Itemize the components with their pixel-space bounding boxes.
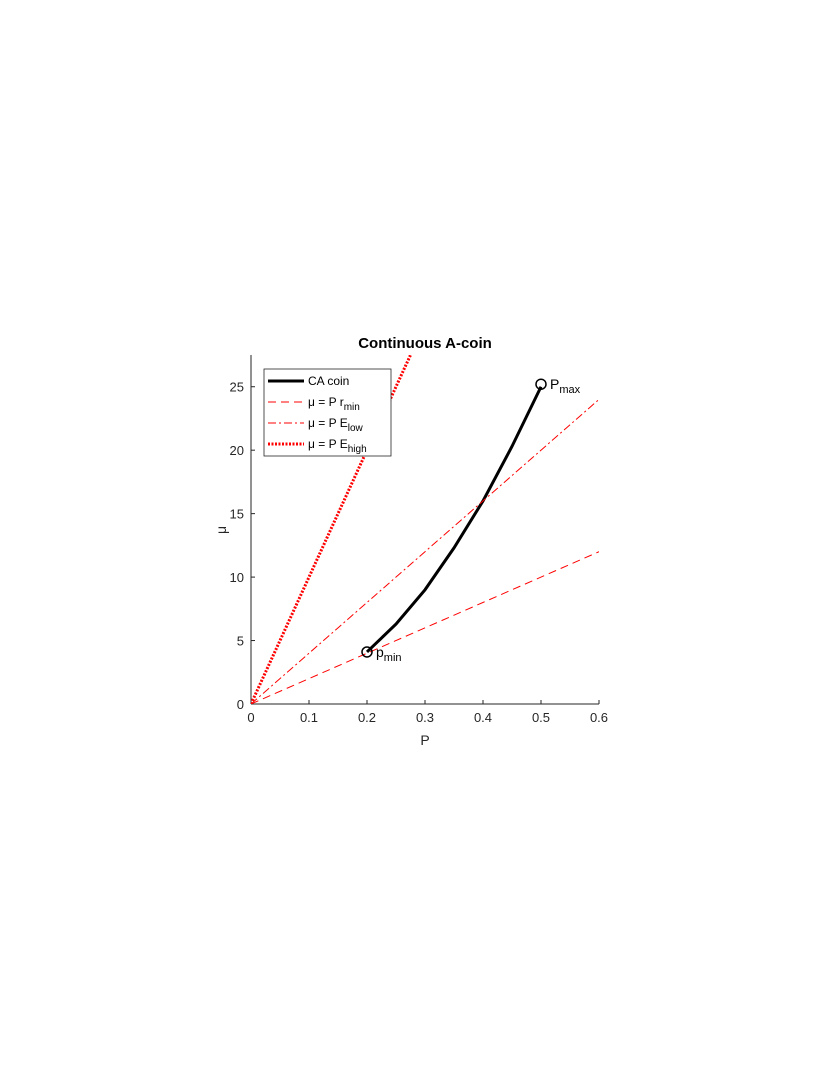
marker [361, 646, 373, 658]
legend-label-sub: low [348, 423, 364, 434]
legend-label: CA coin [308, 374, 349, 388]
legend-label-sub: min [344, 402, 360, 413]
marker-label-main: P [550, 376, 559, 392]
legend-label: μ = P Ehigh [308, 437, 367, 455]
y-tick-label: 15 [230, 507, 244, 522]
x-tick-label: 0.4 [474, 710, 492, 725]
marker-label: Pmax [550, 376, 581, 396]
y-axis-label: μ [213, 526, 229, 534]
chart-title: Continuous A-coin [358, 335, 492, 352]
marker-label: pmin [376, 644, 402, 664]
y-tick-label: 5 [237, 634, 244, 649]
legend-label-main: μ = P E [308, 437, 348, 451]
x-axis-label: P [420, 732, 429, 748]
x-tick-label: 0.3 [416, 710, 434, 725]
legend-box [263, 368, 392, 457]
legend-label-sub: high [348, 444, 367, 455]
marker [535, 378, 547, 390]
x-tick-label: 0.6 [590, 710, 608, 725]
series-line [251, 399, 599, 704]
y-tick-label: 0 [237, 697, 244, 712]
marker-label-sub: max [559, 384, 580, 396]
x-tick-label: 0.1 [300, 710, 318, 725]
y-tick-label: 25 [230, 380, 244, 395]
marker-label-sub: min [384, 652, 402, 664]
legend-label: μ = P rmin [308, 395, 360, 413]
x-tick-label: 0 [247, 710, 254, 725]
x-tick-label: 0.2 [358, 710, 376, 725]
marker-label-main: p [376, 644, 384, 660]
x-tick-label: 0.5 [532, 710, 550, 725]
legend-label: μ = P Elow [308, 416, 364, 434]
series-line [251, 551, 599, 704]
legend-label-main: μ = P r [308, 395, 344, 409]
legend-label-main: μ = P E [308, 416, 348, 430]
y-tick-label: 20 [230, 443, 244, 458]
series-line [365, 386, 543, 654]
y-tick-label: 10 [230, 570, 244, 585]
